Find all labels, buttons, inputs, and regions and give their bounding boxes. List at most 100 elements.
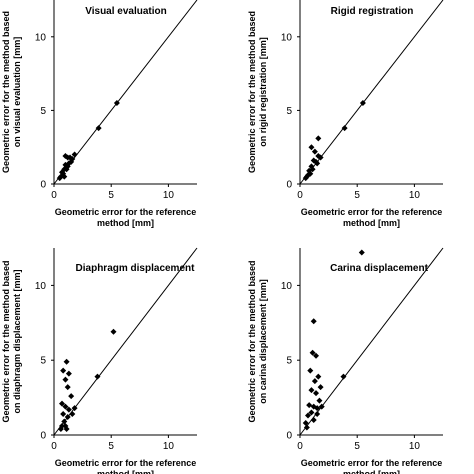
identity-line — [53, 247, 198, 436]
y-tick-label: 10 — [281, 281, 293, 292]
data-point — [71, 405, 78, 412]
data-point — [71, 151, 78, 158]
x-tick-label: 0 — [297, 441, 303, 452]
x-axis-label: Geometric error for the reference — [55, 207, 197, 217]
data-point — [305, 412, 312, 419]
y-tick-label: 0 — [40, 431, 46, 442]
data-point — [94, 373, 101, 380]
data-point — [309, 349, 316, 356]
data-point — [307, 367, 314, 374]
panel-title: Carina displacement — [330, 263, 428, 274]
x-tick-label: 10 — [163, 441, 175, 452]
data-point — [61, 173, 68, 180]
data-point — [340, 373, 347, 380]
y-tick-label: 0 — [40, 180, 46, 191]
x-tick-label: 5 — [354, 190, 360, 201]
data-point — [311, 148, 318, 155]
data-point — [314, 405, 321, 412]
data-point — [313, 352, 320, 359]
data-point — [62, 403, 69, 410]
y-axis-label: Geometric error for the method based — [247, 260, 257, 422]
panel-title: Rigid registration — [331, 6, 414, 17]
data-point — [317, 154, 324, 161]
scatter-panel-2: 0 5 10 0 5 10 Rigid registration Geometric erro… — [247, 0, 444, 228]
x-tick-label: 10 — [409, 441, 421, 452]
y-axis-label: on rigid registration [mm] — [258, 37, 268, 147]
x-tick-label: 5 — [108, 441, 114, 452]
y-tick-label: 0 — [286, 431, 292, 442]
scatter-panel-4: 0 5 10 0 5 10 Carina displacement Geometric err… — [247, 247, 444, 474]
y-axis-label: on diaphragm displacement [mm] — [12, 269, 22, 413]
data-point — [65, 160, 72, 167]
data-point — [316, 397, 323, 404]
data-point — [314, 411, 321, 418]
data-point — [310, 318, 317, 325]
data-point — [306, 402, 313, 409]
data-point — [310, 417, 317, 424]
x-axis-label: Geometric error for the reference — [301, 458, 443, 468]
panel-title: Diaphragm displacement — [76, 263, 196, 274]
y-tick-label: 10 — [35, 32, 47, 43]
data-point — [62, 376, 69, 383]
data-point — [69, 411, 76, 418]
x-tick-label: 10 — [163, 190, 175, 201]
y-axis-label: Geometric error for the method based — [1, 11, 11, 173]
y-tick-label: 10 — [35, 281, 47, 292]
data-point — [311, 378, 318, 385]
y-tick-label: 5 — [40, 106, 46, 117]
identity-line — [299, 0, 444, 185]
data-point — [65, 406, 72, 413]
data-point — [308, 409, 315, 416]
y-axis-label: on visual evaluation [mm] — [12, 37, 22, 148]
data-point — [303, 424, 310, 431]
identity-line — [299, 247, 444, 436]
y-axis-label: Geometric error for the method based — [247, 11, 257, 173]
data-point — [359, 100, 366, 107]
data-point — [308, 144, 315, 151]
data-point — [61, 418, 68, 425]
data-point — [57, 426, 64, 433]
panel-title: Visual evaluation — [85, 6, 167, 17]
data-point — [317, 384, 324, 391]
data-point — [358, 249, 365, 256]
scatter-panel-1: 0 5 10 0 5 10 Visual evaluation Geometric error… — [1, 0, 198, 228]
y-tick-label: 5 — [286, 356, 292, 367]
y-axis-label: Geometric error for the method based — [1, 260, 11, 422]
data-point — [60, 367, 67, 374]
y-tick-label: 5 — [40, 356, 46, 367]
data-point — [314, 160, 321, 167]
y-tick-label: 0 — [286, 180, 292, 191]
data-point — [65, 370, 72, 377]
x-tick-label: 10 — [409, 190, 421, 201]
y-tick-label: 10 — [281, 32, 293, 43]
x-axis-label: method [mm] — [97, 218, 154, 228]
identity-line — [53, 0, 198, 185]
x-axis-label: Geometric error for the reference — [301, 207, 443, 217]
x-tick-label: 0 — [51, 190, 57, 201]
data-point — [63, 426, 70, 433]
data-point — [63, 358, 70, 365]
data-point — [308, 387, 315, 394]
x-tick-label: 5 — [354, 441, 360, 452]
x-axis-label: method [mm] — [343, 218, 400, 228]
x-axis-label: Geometric error for the reference — [55, 458, 197, 468]
data-point — [341, 125, 348, 132]
data-point — [302, 420, 309, 427]
x-tick-label: 5 — [108, 190, 114, 201]
data-point — [60, 411, 67, 418]
data-point — [315, 373, 322, 380]
y-tick-label: 5 — [286, 106, 292, 117]
x-axis-label: method [mm] — [97, 469, 154, 474]
data-point — [110, 328, 117, 335]
data-point — [113, 100, 120, 107]
data-point — [69, 155, 76, 162]
data-point — [315, 135, 322, 142]
data-point — [318, 403, 325, 410]
data-point — [64, 414, 71, 421]
y-axis-label: on carina displacement [mm] — [258, 279, 268, 404]
data-point — [59, 400, 66, 407]
x-axis-label: method [mm] — [343, 469, 400, 474]
scatter-panel-3: 0 5 10 0 5 10 Diaphragm displacement Geometric … — [1, 247, 198, 474]
data-point — [313, 390, 320, 397]
